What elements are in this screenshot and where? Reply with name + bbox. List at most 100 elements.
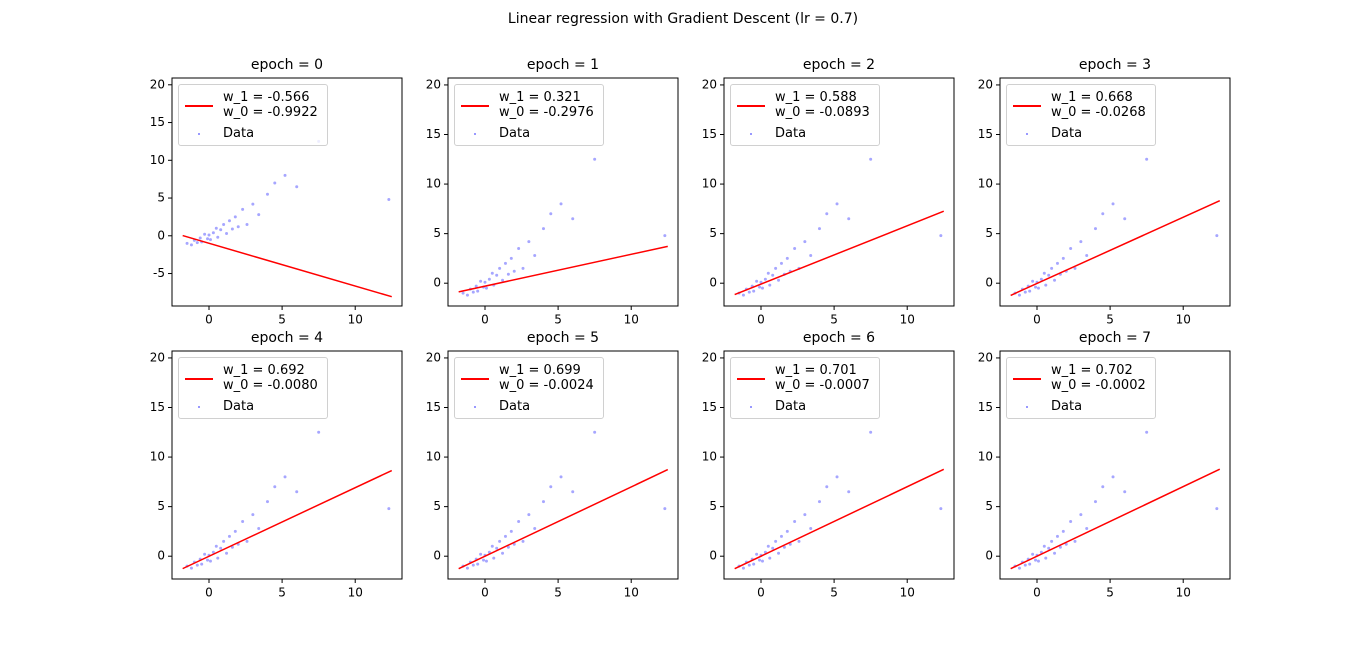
data-point bbox=[835, 475, 839, 479]
data-point bbox=[1061, 529, 1065, 533]
data-point bbox=[817, 500, 821, 504]
data-point bbox=[206, 237, 210, 241]
y-tick-label: 10 bbox=[426, 450, 441, 464]
data-point bbox=[241, 207, 245, 211]
x-tick-label: 10 bbox=[624, 586, 639, 600]
data-point bbox=[793, 247, 797, 251]
x-tick-label: 0 bbox=[205, 586, 213, 600]
legend-marker bbox=[750, 133, 752, 135]
legend-label: Data bbox=[775, 399, 807, 414]
x-tick-label: 5 bbox=[554, 313, 562, 327]
axes-frame bbox=[723, 350, 955, 580]
data-point bbox=[211, 231, 215, 235]
x-tick-label: 0 bbox=[1033, 586, 1041, 600]
data-point bbox=[1058, 545, 1062, 549]
data-point bbox=[1093, 227, 1097, 231]
legend-marker bbox=[198, 133, 200, 135]
data-point bbox=[527, 513, 531, 517]
y-tick-label: 15 bbox=[978, 127, 993, 141]
data-point bbox=[1079, 513, 1083, 517]
legend-label: w_1 = 0.692 w_0 = -0.0080 bbox=[223, 363, 318, 393]
data-point bbox=[1047, 273, 1051, 277]
data-point bbox=[774, 266, 778, 270]
y-tick-label: 20 bbox=[978, 77, 993, 91]
data-point bbox=[759, 280, 763, 284]
x-tick-label: 0 bbox=[481, 586, 489, 600]
data-point bbox=[533, 253, 537, 257]
legend: w_1 = 0.588 w_0 = -0.0893 Data bbox=[730, 84, 880, 146]
data-point bbox=[216, 235, 220, 239]
x-tick-label: 5 bbox=[1106, 586, 1114, 600]
legend-line bbox=[461, 105, 489, 107]
data-point bbox=[777, 551, 781, 555]
y-tick-label: 5 bbox=[433, 499, 441, 513]
regression-line bbox=[734, 210, 945, 296]
data-point bbox=[1034, 558, 1038, 562]
data-point bbox=[471, 563, 475, 567]
y-tick-label: 15 bbox=[702, 400, 717, 414]
legend-marker bbox=[1026, 133, 1028, 135]
x-tick-label: 10 bbox=[348, 313, 363, 327]
y-tick-label: 20 bbox=[150, 77, 165, 91]
data-point bbox=[939, 234, 943, 238]
data-point bbox=[1042, 271, 1046, 275]
data-point bbox=[257, 526, 261, 530]
data-point bbox=[230, 545, 234, 549]
data-point bbox=[1036, 286, 1040, 290]
y-tick-label: 15 bbox=[150, 400, 165, 414]
data-point bbox=[549, 485, 553, 489]
data-point bbox=[1028, 289, 1032, 293]
data-point bbox=[747, 290, 751, 294]
data-point bbox=[1215, 234, 1219, 238]
data-point bbox=[387, 507, 391, 511]
data-point bbox=[1031, 279, 1035, 283]
data-point bbox=[1042, 544, 1046, 548]
axes-frame bbox=[171, 350, 403, 580]
data-point bbox=[771, 273, 775, 277]
data-point bbox=[1028, 562, 1032, 566]
x-tick-label: 5 bbox=[278, 313, 286, 327]
data-point bbox=[521, 539, 525, 543]
data-point bbox=[233, 215, 237, 219]
data-point bbox=[768, 556, 772, 560]
y-tick-label: 5 bbox=[157, 499, 165, 513]
legend-label: Data bbox=[499, 126, 531, 141]
data-point bbox=[752, 289, 756, 293]
data-point bbox=[835, 202, 839, 206]
data-point bbox=[222, 222, 226, 226]
data-point bbox=[227, 534, 231, 538]
x-tick-label: 10 bbox=[624, 313, 639, 327]
data-point bbox=[559, 475, 563, 479]
plot-area bbox=[182, 430, 393, 570]
data-point bbox=[755, 279, 759, 283]
data-point bbox=[501, 278, 505, 282]
legend-label: Data bbox=[775, 126, 807, 141]
y-tick-label: 10 bbox=[978, 450, 993, 464]
data-point bbox=[490, 271, 494, 275]
data-point bbox=[189, 566, 193, 570]
data-point bbox=[241, 520, 245, 524]
data-point bbox=[283, 173, 287, 177]
data-point bbox=[198, 236, 202, 240]
legend: w_1 = -0.566 w_0 = -0.9922 Data bbox=[178, 84, 328, 146]
legend-label: w_1 = 0.699 w_0 = -0.0024 bbox=[499, 363, 594, 393]
data-point bbox=[501, 551, 505, 555]
data-point bbox=[1145, 430, 1149, 434]
data-point bbox=[869, 157, 873, 161]
data-point bbox=[1073, 266, 1077, 270]
y-tick-label: 20 bbox=[978, 350, 993, 364]
y-tick-label: 0 bbox=[709, 276, 717, 290]
data-point bbox=[741, 293, 745, 297]
data-point bbox=[219, 228, 223, 232]
data-point bbox=[809, 253, 813, 257]
data-point bbox=[782, 545, 786, 549]
data-point bbox=[236, 225, 240, 229]
data-point bbox=[216, 556, 220, 560]
data-point bbox=[203, 552, 207, 556]
data-point bbox=[245, 539, 249, 543]
data-point bbox=[214, 544, 218, 548]
y-tick-label: 15 bbox=[426, 400, 441, 414]
data-point bbox=[512, 542, 516, 546]
data-point bbox=[487, 277, 491, 281]
